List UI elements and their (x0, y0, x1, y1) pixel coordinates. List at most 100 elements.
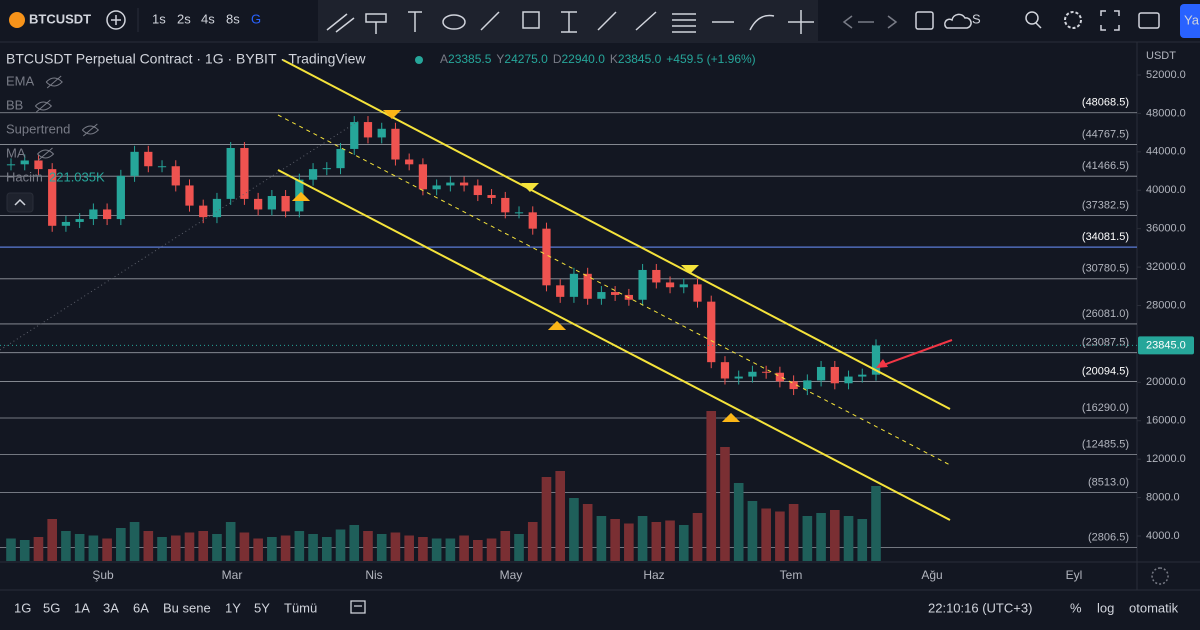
candle-body (652, 269, 661, 283)
candle-body (858, 374, 867, 377)
y-tick-label: 48000.0 (1146, 107, 1186, 119)
month-label: Eyl (1066, 568, 1083, 582)
candle-body (844, 376, 853, 384)
undo-redo[interactable] (842, 15, 898, 29)
add-icon (111, 15, 121, 25)
volume-bar (857, 519, 868, 561)
candle-body (405, 159, 414, 165)
range-button[interactable]: Bu sene (163, 600, 211, 615)
volume-bar (157, 537, 167, 561)
indicator[interactable]: EMA (6, 73, 35, 88)
candle-body (157, 166, 167, 168)
candle-body (487, 195, 496, 198)
interval[interactable]: 1s (152, 11, 166, 26)
indicator[interactable]: Supertrend (6, 121, 70, 136)
ohlc-value: 23385.5 (448, 52, 492, 66)
red-arrow (877, 339, 953, 368)
change: +459.5 (+1.96%) (666, 52, 755, 66)
interval[interactable]: 8s (226, 11, 240, 26)
indicator[interactable]: BB (6, 97, 23, 112)
cloud-icon[interactable] (944, 13, 972, 29)
y-tick-label: 8000.0 (1146, 491, 1180, 503)
volume-bar (267, 537, 277, 561)
log-toggle[interactable]: log (1097, 600, 1114, 615)
candle-body (528, 212, 537, 229)
channel-middle (277, 114, 951, 466)
volume-bar (596, 516, 607, 561)
range-button[interactable]: 5G (43, 600, 60, 615)
chart-style[interactable]: S (972, 11, 981, 26)
settings-icon[interactable] (1064, 11, 1082, 29)
volume-bar (747, 501, 758, 561)
candle-body (363, 122, 373, 138)
candle-body (501, 197, 510, 213)
auto-toggle[interactable]: otomatik (1129, 600, 1179, 615)
volume-bar (843, 516, 854, 561)
candle-body (803, 380, 812, 390)
fullscreen-icon[interactable] (1100, 10, 1120, 31)
layout-button[interactable] (915, 11, 934, 30)
volume-bar (871, 486, 881, 561)
y-tick-label: 4000.0 (1146, 530, 1180, 542)
range-button[interactable]: 1Y (225, 600, 241, 615)
clock: 22:10:16 (UTC+3) (928, 600, 1032, 615)
date-range-icon[interactable] (350, 600, 366, 614)
candle-body (597, 292, 606, 299)
volume-bar (761, 508, 771, 561)
range-button[interactable]: 3A (103, 600, 119, 615)
range-button[interactable]: 1G (14, 600, 31, 615)
volume-bar (514, 534, 524, 561)
candle-body (308, 169, 318, 180)
price-box (1138, 336, 1194, 355)
candle-body (61, 221, 71, 226)
volume-bar (569, 498, 579, 561)
axis-settings[interactable] (1151, 567, 1169, 585)
range-button[interactable]: 5Y (254, 600, 270, 615)
volume-bar (610, 519, 620, 561)
level-label: (26081.0) (1082, 308, 1129, 320)
volume-bar (170, 535, 181, 561)
range-button[interactable]: Tümü (284, 600, 317, 615)
hidden-eye (45, 75, 63, 89)
month-label: Ağu (921, 568, 942, 582)
level-label: (34081.5) (1082, 231, 1129, 243)
percent-toggle[interactable]: % (1070, 600, 1082, 615)
interval[interactable]: 2s (177, 11, 191, 26)
y-tick-label: 40000.0 (1146, 184, 1186, 196)
candle-body (75, 219, 84, 222)
add-symbol[interactable] (106, 10, 126, 30)
volume-bar (184, 532, 195, 561)
tool-icons[interactable] (326, 10, 814, 34)
volume-bar (129, 522, 140, 561)
cut-button-bg[interactable] (1180, 4, 1200, 38)
candle-body (144, 151, 153, 167)
interval[interactable]: 4s (201, 11, 215, 26)
legend-title: BTCUSDT Perpetual Contract · 1G · BYBIT … (6, 51, 366, 67)
level-label: (20094.5) (1082, 365, 1129, 377)
indicator[interactable]: MA (6, 145, 26, 160)
volume-bar (637, 516, 648, 561)
camera-icon[interactable] (1138, 12, 1160, 29)
collapse-button[interactable] (6, 192, 34, 213)
month-label: Şub (92, 568, 114, 582)
interval[interactable]: G (251, 11, 261, 26)
candle-body (611, 292, 620, 295)
symbol[interactable]: BTCUSDT (29, 11, 91, 26)
cut-button[interactable]: Ya (1184, 12, 1200, 27)
ohlc-key: Y (496, 52, 504, 66)
volume-bar (308, 534, 318, 561)
candle-body (199, 205, 208, 218)
volume-bar (74, 534, 85, 561)
candle-body (720, 362, 730, 379)
range-button[interactable]: 6A (133, 600, 149, 615)
volume-bar (321, 537, 332, 561)
level-label: (48068.5) (1082, 97, 1129, 109)
range-button[interactable]: 1A (74, 600, 90, 615)
level-label: (8513.0) (1088, 477, 1129, 489)
chart-marks (0, 112, 1137, 561)
level-label: (23087.5) (1082, 337, 1129, 349)
candle-body (789, 381, 798, 390)
search-icon[interactable] (1025, 11, 1039, 25)
candle-body (171, 166, 180, 186)
